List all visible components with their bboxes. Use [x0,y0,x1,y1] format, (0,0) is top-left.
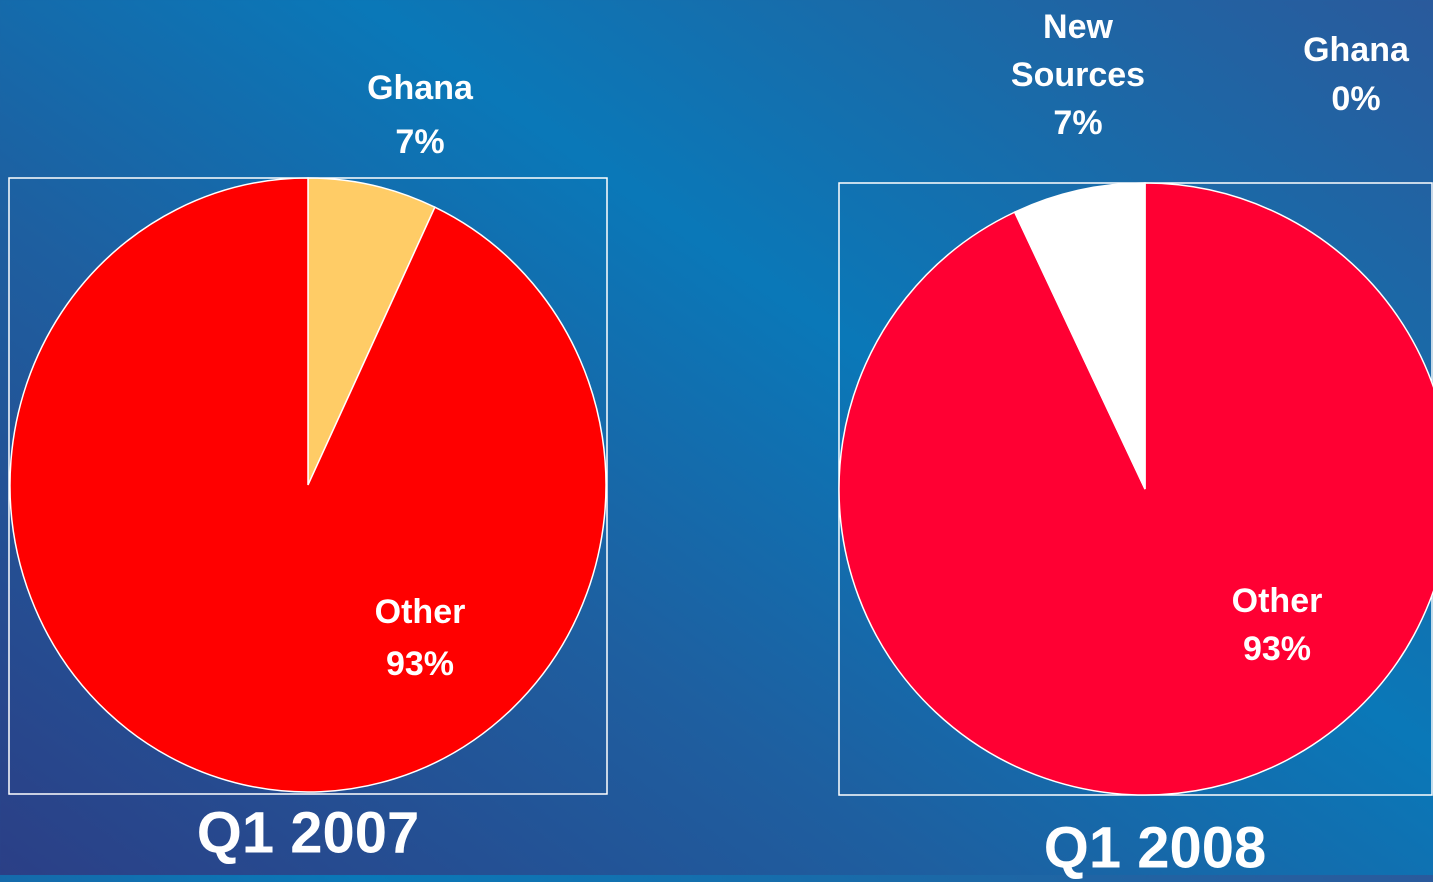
slice-value-label: 0% [1331,80,1381,118]
slice-value-label: 7% [395,123,445,161]
pie-slice [1013,182,1146,490]
slice-label: New Sources [1010,8,1146,94]
slice-label: Ghana [367,69,473,107]
slice-value-label: 7% [1053,104,1103,142]
slice-label: Other [1231,582,1323,620]
slice-label: Other [374,593,466,631]
pie-slice [9,177,607,793]
slice-value-label: 93% [1242,630,1312,668]
chart-title: Q1 2007 [196,800,420,866]
chart-title: Q1 2008 [1043,815,1267,881]
pie-slice [838,182,1433,796]
pie-slice [307,177,436,486]
slice-value-label: 93% [385,645,455,683]
slice-label: Ghana [1303,31,1409,69]
